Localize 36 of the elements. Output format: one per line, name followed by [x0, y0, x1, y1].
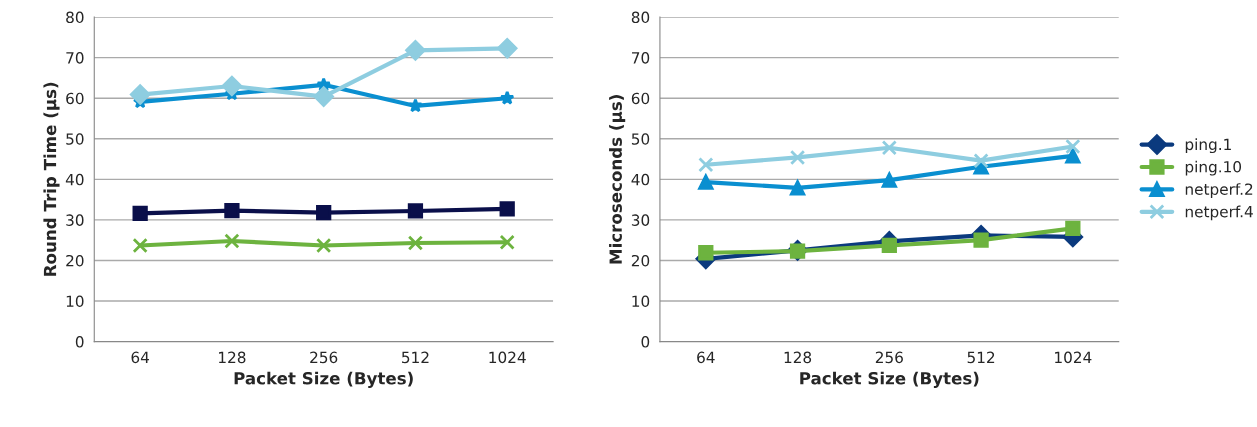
x-tick-label: 512 [967, 351, 995, 364]
y-tick-label: 20 [631, 254, 650, 267]
y-tick-label: 20 [66, 254, 84, 267]
y-tick-label: 10 [66, 295, 84, 308]
y-tick-label: 80 [631, 11, 650, 24]
legend-label: ping.10 [1185, 160, 1242, 176]
y-tick-label: 70 [66, 52, 84, 64]
y-tick-label: 30 [66, 214, 84, 226]
y-tick-label: 50 [631, 133, 650, 145]
x-axis-title: Packet Size (Bytes) [234, 371, 413, 388]
x-tick-label: 1024 [1055, 351, 1092, 364]
x-tick-label: 64 [131, 351, 150, 364]
y-tick-label: 40 [631, 173, 650, 186]
y-tick-label: 0 [75, 336, 84, 348]
y-tick-label: 0 [641, 336, 650, 348]
x-axis-title: Packet Size (Bytes) [800, 371, 979, 388]
y-axis-title: Microseconds (µs) [609, 95, 626, 264]
x-tick-label: 128 [784, 351, 812, 364]
legend-label: netperf.4 [1185, 205, 1253, 221]
y-tick-label: 30 [631, 214, 650, 226]
y-axis-title: Round Trip Time (µs) [43, 82, 60, 276]
y-tick-label: 40 [65, 173, 84, 186]
y-tick-label: 80 [66, 11, 84, 24]
y-tick-label: 10 [632, 295, 650, 308]
x-tick-label: 128 [219, 351, 246, 364]
x-tick-label: 256 [875, 351, 903, 364]
x-tick-label: 256 [310, 351, 338, 364]
x-tick-label: 512 [402, 351, 429, 364]
y-tick-label: 60 [631, 92, 650, 105]
x-tick-label: 1024 [489, 351, 526, 364]
y-tick-label: 70 [632, 52, 650, 64]
y-tick-label: 60 [66, 92, 84, 105]
x-tick-label: 64 [697, 351, 715, 364]
y-tick-label: 50 [66, 133, 84, 145]
legend-label: ping.1 [1185, 138, 1231, 154]
legend-label: netperf.2 [1185, 183, 1253, 198]
